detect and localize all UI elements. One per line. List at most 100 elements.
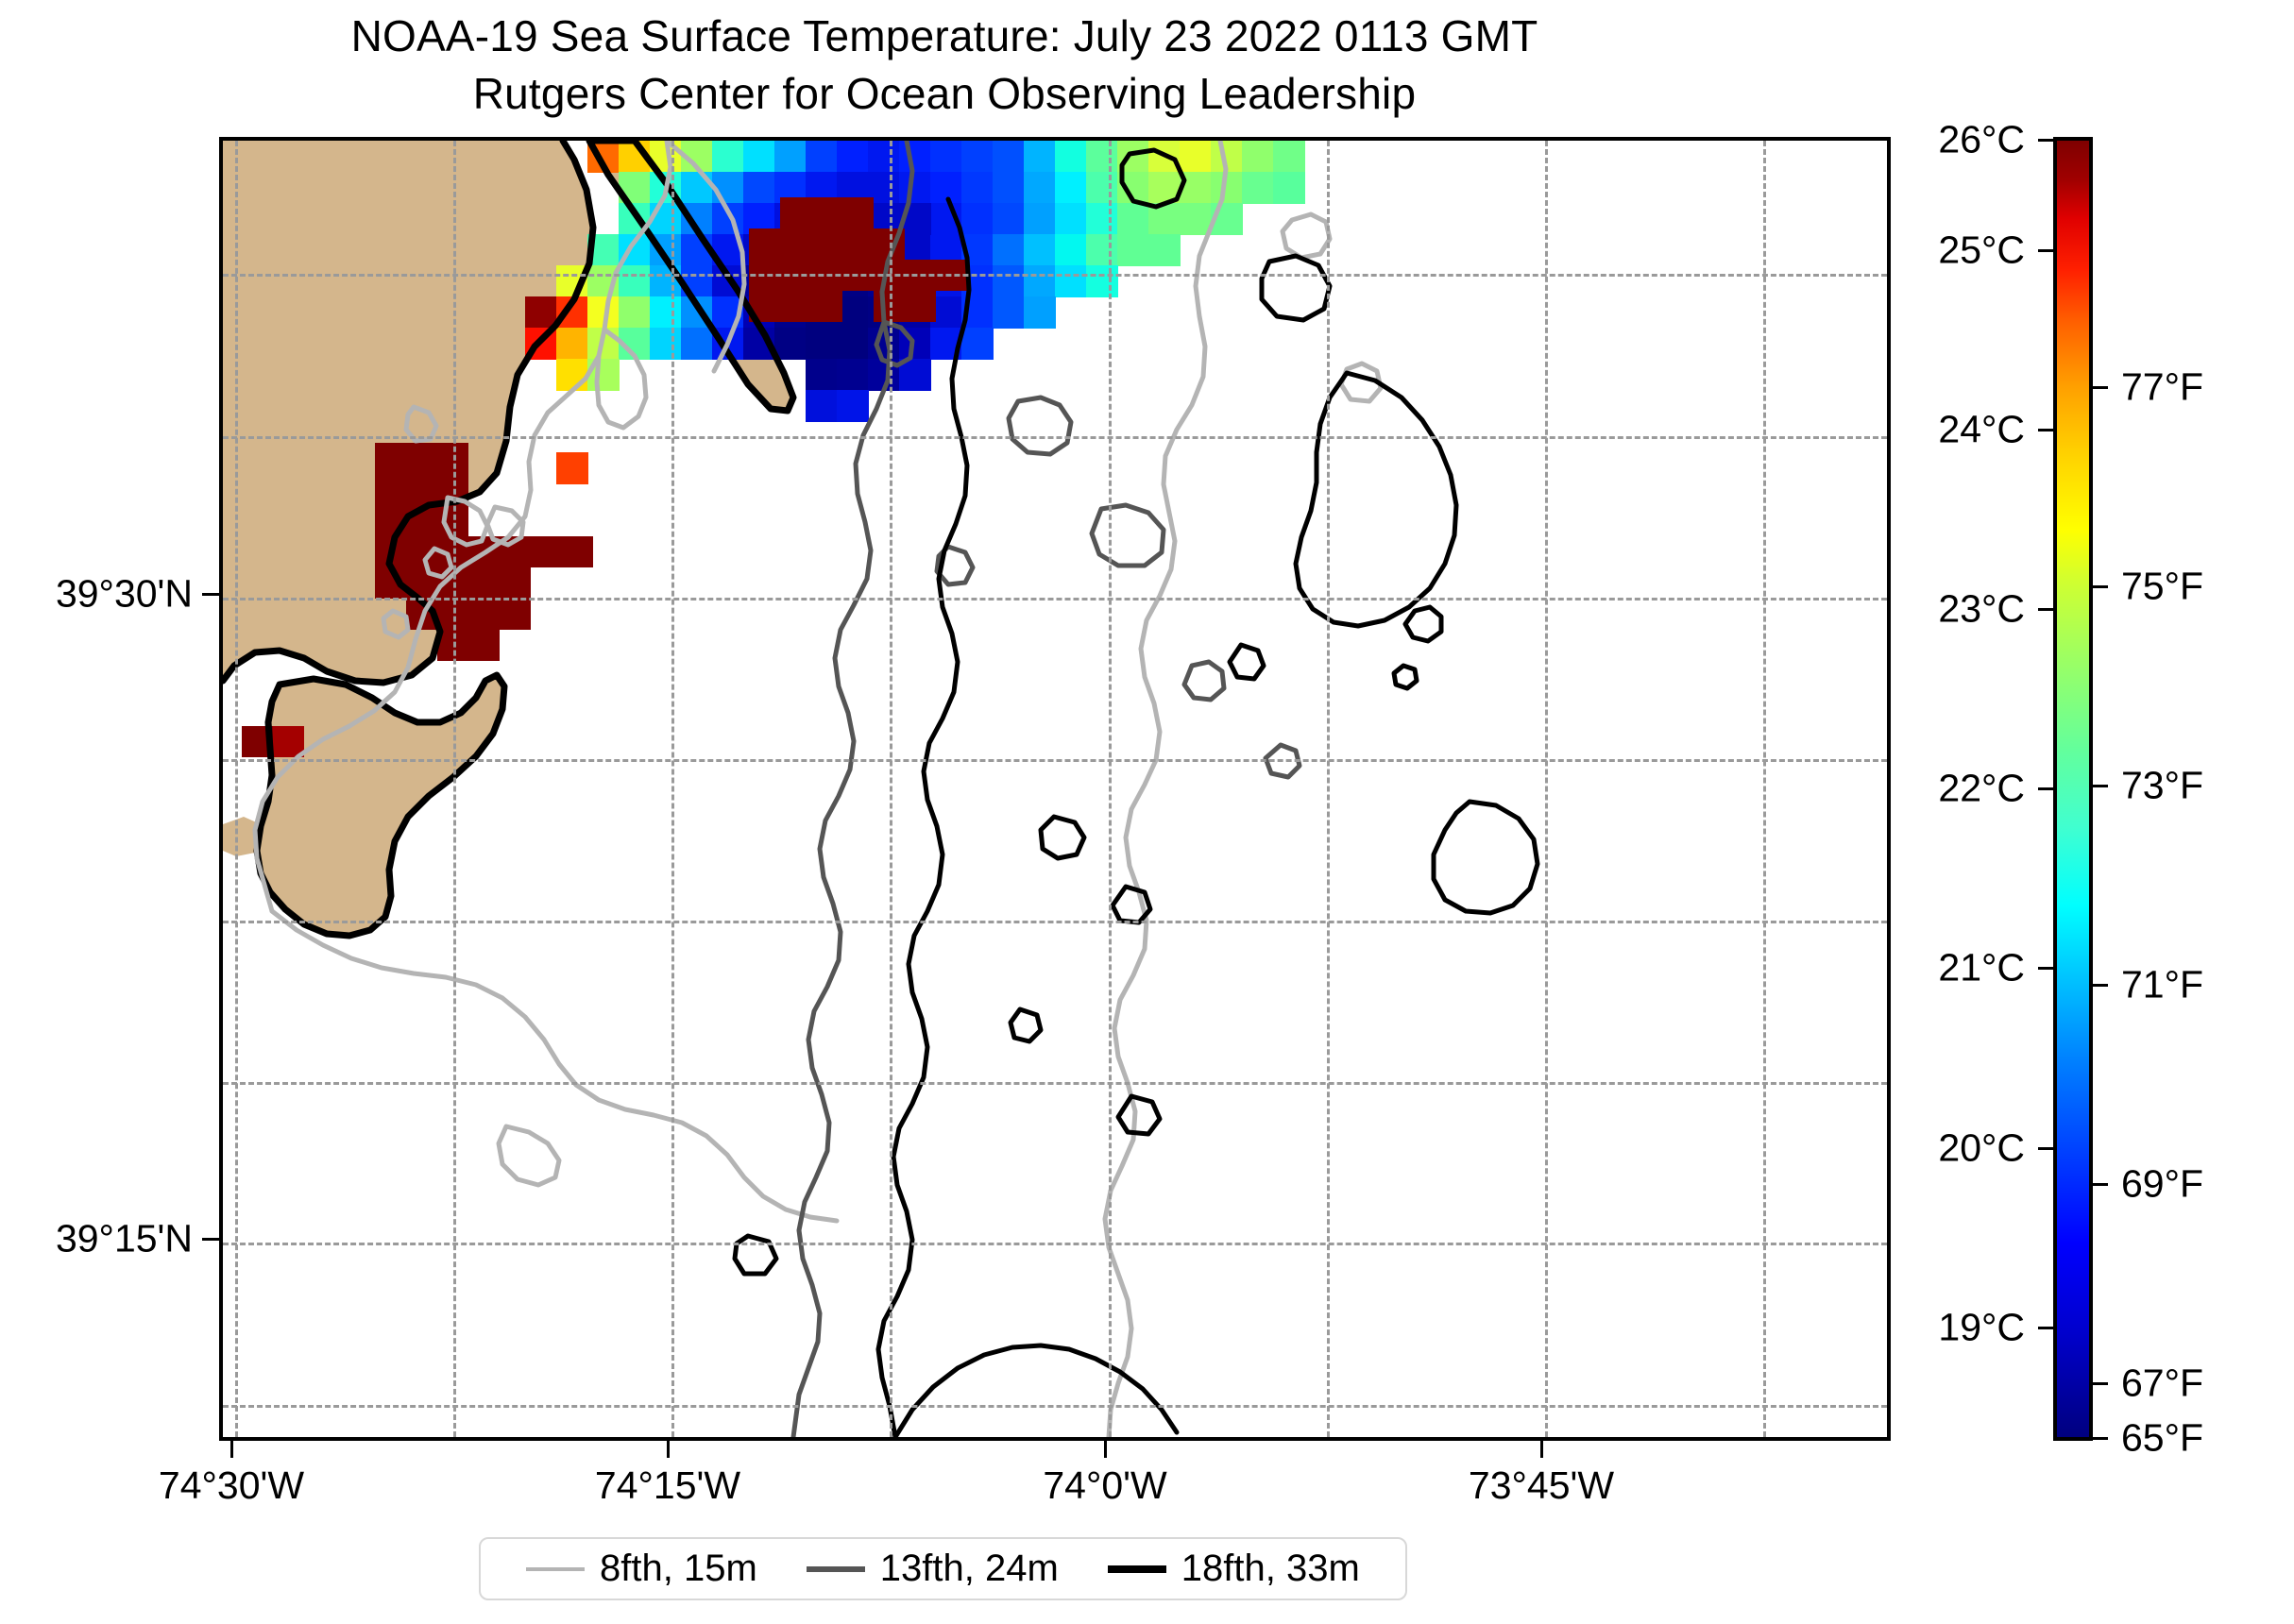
- colorbar-fahrenheit-tick-label: 73°F: [2121, 763, 2204, 807]
- sst-cell: [868, 141, 900, 173]
- legend-entry: 13fth, 24m: [806, 1548, 1059, 1590]
- sst-cell: [1055, 203, 1087, 235]
- sst-cell: [1086, 141, 1118, 173]
- sst-cell: [650, 328, 682, 360]
- colorbar-fahrenheit-tick-mark: [2093, 585, 2108, 588]
- sst-cell: [1180, 203, 1212, 235]
- sst-cell: [961, 141, 994, 173]
- sst-cell: [1086, 265, 1118, 297]
- sst-cell: [1242, 172, 1274, 204]
- sst-cell: [930, 141, 962, 173]
- sst-cell: [837, 141, 869, 173]
- latitude-tick-mark: [202, 593, 219, 596]
- colorbar-fahrenheit-tick-label: 65°F: [2121, 1415, 2204, 1460]
- latitude-tick-label: 39°15'N: [55, 1216, 193, 1260]
- sst-cell: [1055, 234, 1087, 266]
- colorbar[interactable]: [2053, 137, 2093, 1441]
- colorbar-celsius-tick-mark: [2038, 429, 2053, 431]
- bathymetry-8fth-layer: [223, 141, 1887, 1437]
- colorbar-fahrenheit-tick-mark: [2093, 1437, 2108, 1440]
- legend-line-swatch: [526, 1566, 585, 1571]
- latitude-tick-label: 39°30'N: [55, 571, 193, 616]
- gridline-vertical: [453, 141, 456, 1437]
- sst-cell: [743, 141, 775, 173]
- colorbar-celsius-tick-label: 25°C: [1938, 228, 2025, 272]
- colorbar-celsius-tick-label: 19°C: [1938, 1305, 2025, 1349]
- sst-cell: [1180, 141, 1212, 173]
- sst-cell: [1024, 234, 1056, 266]
- sst-cell: [1148, 234, 1181, 266]
- sst-cell-saturated: [437, 630, 500, 661]
- sst-cell: [556, 359, 588, 391]
- sst-cell-saturated: [531, 536, 593, 567]
- sst-cell-saturated: [749, 291, 842, 322]
- longitude-tick-label: 73°45'W: [1468, 1463, 1615, 1507]
- colorbar-celsius-tick-label: 23°C: [1938, 586, 2025, 631]
- sst-cell: [993, 172, 1025, 204]
- sst-cell: [961, 203, 994, 235]
- sst-cell: [1024, 172, 1056, 204]
- gridline-vertical: [235, 141, 238, 1437]
- gridline-vertical: [1545, 141, 1548, 1437]
- gridline-horizontal: [223, 1082, 1887, 1085]
- sst-cell: [993, 296, 1025, 329]
- colorbar-fahrenheit-tick-mark: [2093, 984, 2108, 987]
- legend-entry: 8fth, 15m: [526, 1548, 757, 1590]
- legend-line-swatch: [1107, 1565, 1166, 1573]
- bathymetry-13fth-layer: [223, 141, 1887, 1437]
- colorbar-fahrenheit-tick-mark: [2093, 386, 2108, 389]
- sst-cell-saturated: [749, 228, 905, 291]
- longitude-tick-label: 74°30'W: [158, 1463, 305, 1507]
- longitude-tick-mark: [230, 1441, 233, 1458]
- gridline-horizontal: [223, 1405, 1887, 1408]
- colorbar-fahrenheit-tick-label: 67°F: [2121, 1361, 2204, 1405]
- chart-title: NOAA-19 Sea Surface Temperature: July 23…: [0, 8, 1889, 122]
- gridline-horizontal: [223, 1243, 1887, 1245]
- gridline-vertical: [671, 141, 674, 1437]
- sst-cell: [899, 359, 931, 391]
- sst-cell: [681, 328, 713, 360]
- sst-cell: [1117, 234, 1149, 266]
- colorbar-fahrenheit-tick-mark: [2093, 1183, 2108, 1186]
- gridline-horizontal: [223, 921, 1887, 923]
- gridline-vertical: [1109, 141, 1112, 1437]
- sst-cell: [712, 141, 744, 173]
- sst-cell: [619, 296, 651, 329]
- sst-cell: [1024, 203, 1056, 235]
- sst-cell: [806, 359, 838, 391]
- gridline-horizontal: [223, 759, 1887, 762]
- legend-line-swatch: [806, 1565, 865, 1572]
- colorbar-fahrenheit-tick-mark: [2093, 785, 2108, 787]
- colorbar-celsius-tick-mark: [2038, 139, 2053, 142]
- gridline-vertical: [1327, 141, 1330, 1437]
- colorbar-celsius-tick-mark: [2038, 249, 2053, 252]
- sst-cell: [993, 141, 1025, 173]
- colorbar-fahrenheit-tick-label: 71°F: [2121, 962, 2204, 1007]
- gridline-layer: [223, 141, 1887, 1437]
- sst-cell: [743, 172, 775, 204]
- latitude-tick-mark: [202, 1238, 219, 1241]
- longitude-tick-mark: [667, 1441, 670, 1458]
- legend-label: 8fth, 15m: [600, 1548, 757, 1589]
- title-line-2: Rutgers Center for Ocean Observing Leade…: [472, 68, 1417, 118]
- gridline-vertical: [890, 141, 892, 1437]
- map-plot-area[interactable]: [219, 137, 1891, 1441]
- sst-cell: [1055, 172, 1087, 204]
- colorbar-fahrenheit-tick-label: 75°F: [2121, 564, 2204, 608]
- sst-cell: [899, 141, 931, 173]
- sst-cell: [712, 172, 744, 204]
- legend-label: 13fth, 24m: [879, 1548, 1059, 1589]
- sst-cell: [806, 390, 838, 422]
- sst-cell: [1024, 296, 1056, 329]
- legend-entry: 18fth, 33m: [1107, 1548, 1360, 1590]
- sst-cell: [837, 359, 869, 391]
- sst-cell: [1117, 203, 1149, 235]
- colorbar-fahrenheit-tick-label: 69°F: [2121, 1161, 2204, 1206]
- longitude-tick-label: 74°0'W: [1043, 1463, 1167, 1507]
- colorbar-celsius-tick-mark: [2038, 967, 2053, 970]
- sst-cell: [1024, 265, 1056, 297]
- sst-cell: [556, 328, 588, 360]
- sst-cell: [650, 296, 682, 329]
- sst-cell: [556, 452, 588, 484]
- gridline-horizontal: [223, 274, 1887, 277]
